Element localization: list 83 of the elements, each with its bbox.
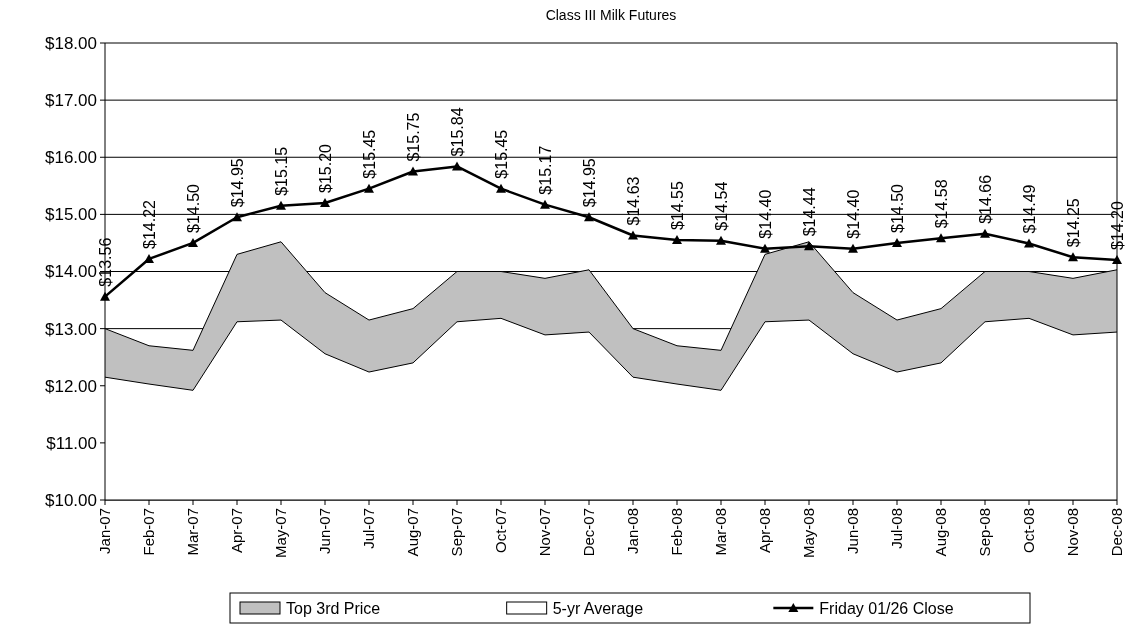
- data-label: $14.58: [933, 179, 950, 229]
- data-label: $15.20: [317, 143, 334, 193]
- y-tick-label: $14.00: [45, 262, 97, 282]
- x-tick-label: Oct-07: [492, 508, 510, 554]
- data-label: $14.63: [625, 176, 642, 226]
- data-label: $13.56: [97, 237, 114, 287]
- x-tick-label: May-08: [800, 508, 818, 559]
- point: [892, 237, 902, 247]
- data-label: $14.49: [1021, 184, 1038, 234]
- x-tick-label: Jun-07: [316, 508, 334, 554]
- data-label: $14.66: [977, 174, 994, 224]
- point: [364, 183, 374, 193]
- data-label: $15.45: [493, 129, 510, 179]
- data-label: $14.40: [757, 189, 774, 239]
- x-tick-label: Jul-07: [360, 508, 378, 549]
- data-label: $14.50: [889, 183, 906, 233]
- x-tick-label: Feb-07: [140, 508, 158, 556]
- data-label: $14.20: [1109, 201, 1126, 251]
- point: [716, 235, 726, 245]
- x-tick-label: Apr-08: [756, 508, 774, 554]
- data-label: $14.44: [801, 187, 818, 237]
- data-label: $14.55: [669, 181, 686, 231]
- x-tick-label: Mar-07: [184, 508, 202, 556]
- x-tick-label: Oct-08: [1020, 508, 1038, 554]
- data-label: $14.40: [845, 189, 862, 239]
- point: [584, 212, 594, 222]
- data-label: $15.84: [449, 107, 466, 157]
- y-tick-label: $17.00: [45, 91, 97, 111]
- y-tick-label: $15.00: [45, 205, 97, 225]
- point: [936, 233, 946, 243]
- legend-label: Top 3rd Price: [286, 599, 381, 617]
- x-tick-label: Jan-07: [96, 508, 114, 554]
- x-tick-label: Nov-07: [536, 508, 554, 557]
- point: [848, 243, 858, 253]
- data-label: $15.75: [405, 112, 422, 162]
- x-tick-label: Nov-08: [1064, 508, 1082, 557]
- point: [540, 199, 550, 209]
- point: [1068, 252, 1078, 262]
- data-label: $14.95: [229, 158, 246, 208]
- data-label: $14.95: [581, 158, 598, 208]
- data-label: $14.25: [1065, 198, 1082, 248]
- chart-title: Class III Milk Futures: [545, 7, 677, 23]
- data-label: $15.17: [537, 145, 554, 195]
- x-tick-label: Jun-08: [844, 508, 862, 554]
- point: [980, 228, 990, 238]
- legend-label: 5-yr Average: [552, 599, 644, 617]
- y-tick-label: $13.00: [45, 319, 97, 339]
- point: [232, 212, 242, 222]
- data-label: $14.50: [185, 183, 202, 233]
- point: [804, 241, 814, 251]
- x-tick-label: Dec-08: [1108, 508, 1126, 557]
- point: [760, 243, 770, 253]
- y-tick-label: $10.00: [45, 490, 97, 510]
- point: [496, 183, 506, 193]
- y-tick-label: $16.00: [45, 148, 97, 168]
- point: [144, 253, 154, 263]
- point: [188, 237, 198, 247]
- data-label: $15.15: [273, 146, 290, 196]
- x-tick-label: Apr-07: [228, 508, 246, 554]
- x-tick-label: Mar-08: [712, 508, 730, 556]
- point: [1024, 238, 1034, 248]
- point: [276, 200, 286, 210]
- y-tick-label: $11.00: [46, 433, 97, 453]
- x-tick-label: Feb-08: [668, 508, 686, 556]
- x-tick-label: Aug-07: [404, 508, 422, 557]
- point: [408, 166, 418, 176]
- point: [628, 230, 638, 240]
- x-tick-label: Sep-07: [448, 508, 466, 557]
- x-tick-label: Jul-08: [888, 508, 906, 549]
- data-label: $15.45: [361, 129, 378, 179]
- x-tick-label: Aug-08: [932, 508, 950, 557]
- x-tick-label: Jan-08: [624, 508, 642, 554]
- point: [672, 235, 682, 245]
- x-tick-label: Dec-07: [580, 508, 598, 557]
- x-tick-label: Sep-08: [976, 508, 994, 557]
- y-tick-label: $12.00: [45, 376, 97, 396]
- legend-label: Friday 01/26 Close: [819, 599, 954, 617]
- data-label: $14.54: [713, 181, 730, 231]
- point: [452, 161, 462, 171]
- data-label: $14.22: [141, 199, 158, 249]
- y-tick-label: $18.00: [45, 33, 97, 53]
- point: [320, 197, 330, 207]
- x-tick-label: May-07: [272, 508, 290, 559]
